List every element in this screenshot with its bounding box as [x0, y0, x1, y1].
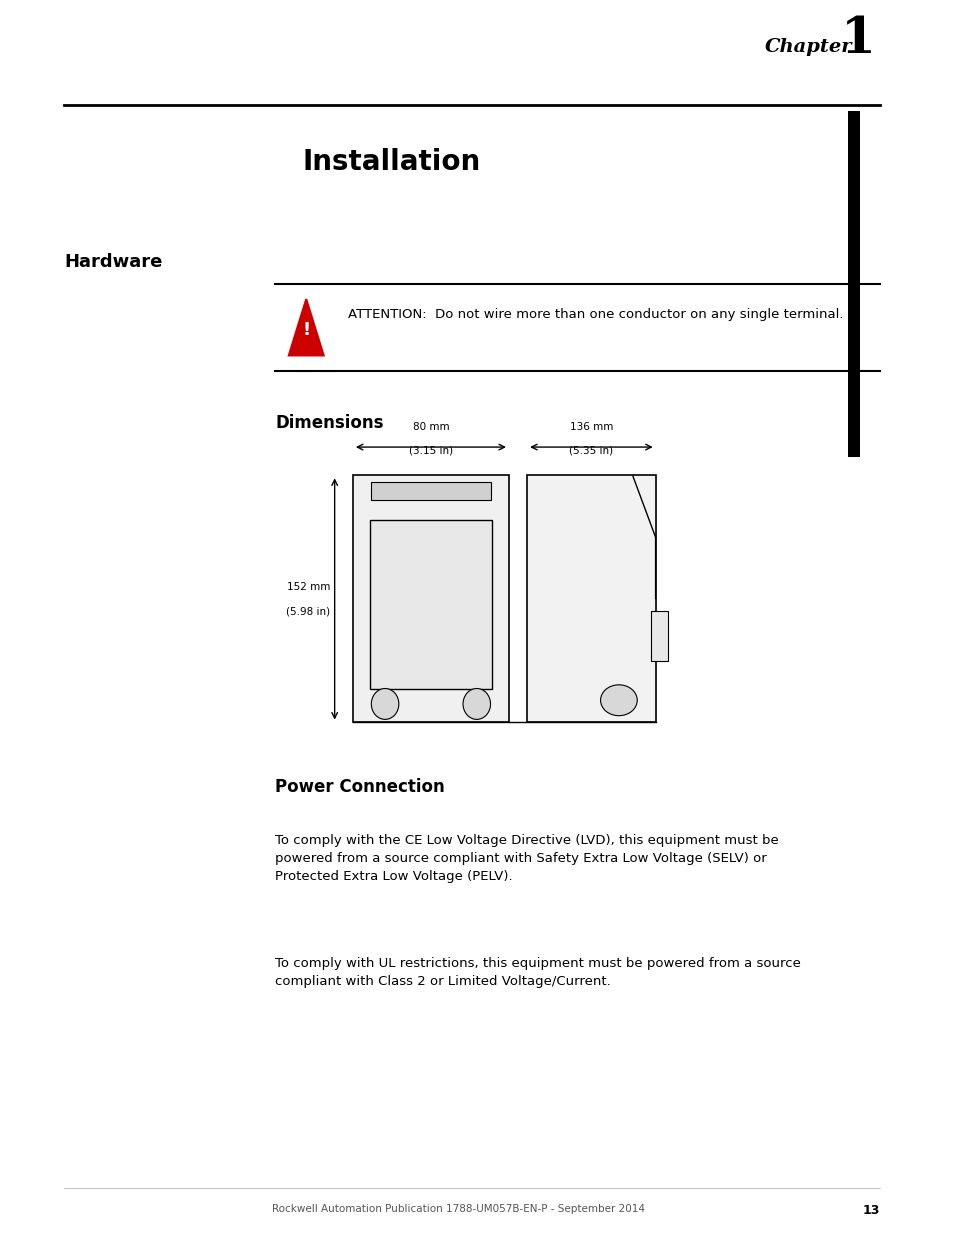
Text: To comply with UL restrictions, this equipment must be powered from a source
com: To comply with UL restrictions, this equ… — [274, 957, 801, 988]
Text: To comply with the CE Low Voltage Directive (LVD), this equipment must be
powere: To comply with the CE Low Voltage Direct… — [274, 834, 778, 883]
Text: 136 mm: 136 mm — [569, 422, 613, 432]
Text: Rockwell Automation Publication 1788-UM057B-EN-P - September 2014: Rockwell Automation Publication 1788-UM0… — [272, 1204, 644, 1214]
Bar — [847, 290, 860, 370]
Bar — [847, 111, 860, 457]
Text: Hardware: Hardware — [64, 253, 162, 272]
Ellipse shape — [600, 684, 637, 716]
Text: 1: 1 — [840, 15, 875, 64]
Text: ATTENTION:  Do not wire more than one conductor on any single terminal.: ATTENTION: Do not wire more than one con… — [348, 309, 843, 321]
Bar — [527, 475, 655, 722]
Text: !: ! — [302, 321, 310, 338]
Text: (5.35 in): (5.35 in) — [569, 446, 613, 456]
Bar — [371, 482, 490, 500]
Bar — [369, 520, 492, 689]
Ellipse shape — [371, 689, 398, 719]
Text: Dimensions: Dimensions — [274, 414, 383, 432]
Text: Installation: Installation — [302, 148, 480, 177]
Text: 80 mm: 80 mm — [413, 422, 449, 432]
Polygon shape — [289, 299, 323, 356]
Bar — [353, 475, 508, 722]
Text: Power Connection: Power Connection — [274, 778, 444, 797]
Text: 152 mm: 152 mm — [287, 582, 330, 592]
Ellipse shape — [462, 689, 490, 719]
Text: Chapter: Chapter — [764, 37, 852, 56]
Text: 13: 13 — [862, 1204, 880, 1218]
Text: (5.98 in): (5.98 in) — [286, 606, 330, 616]
Text: (3.15 in): (3.15 in) — [409, 446, 453, 456]
Bar — [650, 611, 667, 661]
